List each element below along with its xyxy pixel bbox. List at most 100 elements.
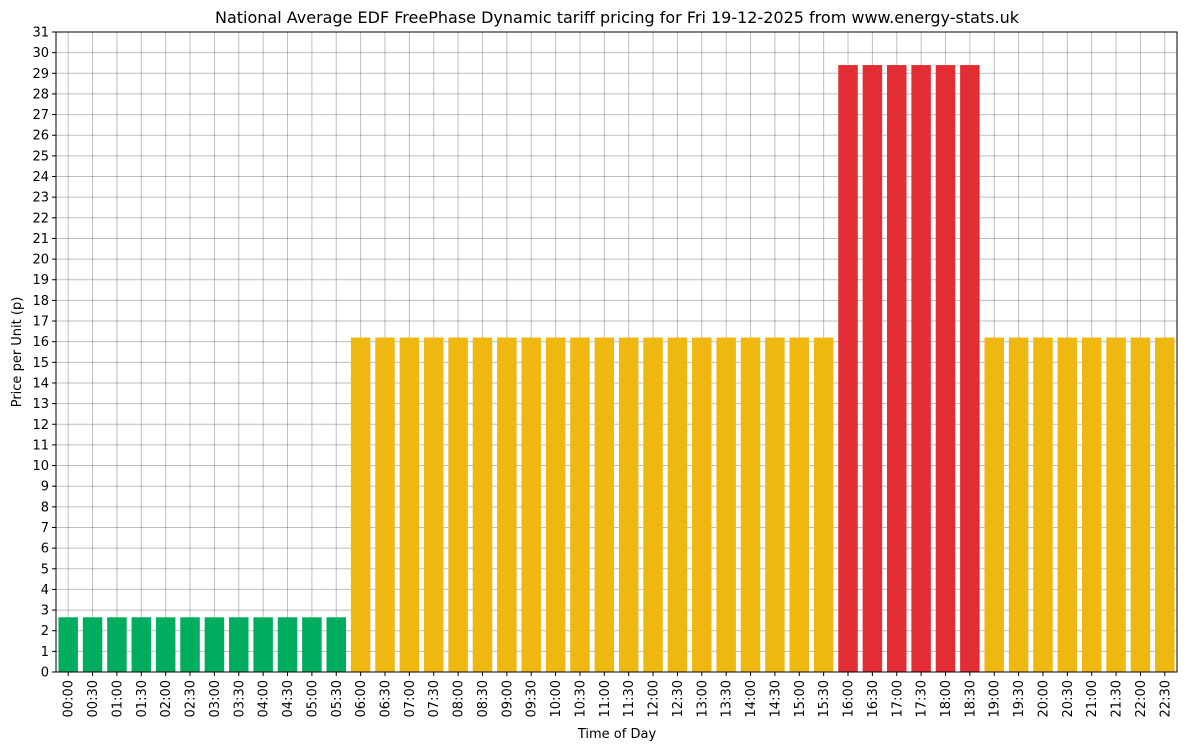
y-tick-label: 30	[32, 46, 49, 61]
bar	[911, 65, 931, 673]
x-tick-label: 01:30	[135, 680, 150, 717]
x-tick-label: 12:00	[647, 680, 662, 717]
x-tick-label: 20:00	[1036, 680, 1051, 717]
plot-frame	[55, 31, 1178, 673]
y-tick-label: 15	[32, 356, 49, 371]
x-tick-label: 17:00	[890, 680, 905, 717]
x-tick-label: 05:30	[330, 680, 345, 717]
bar	[1057, 337, 1078, 672]
bars	[58, 65, 1175, 673]
bar	[155, 617, 176, 672]
bar	[399, 337, 420, 672]
x-tick-label: 06:00	[354, 680, 369, 717]
y-tick-label: 13	[32, 397, 49, 412]
y-tick-label: 11	[32, 438, 49, 453]
x-tick-label: 16:00	[842, 680, 857, 717]
x-tick-label: 21:30	[1110, 680, 1125, 717]
x-tick-label: 15:30	[817, 680, 832, 717]
y-tick-label: 9	[41, 480, 49, 495]
bar	[1130, 337, 1151, 672]
bar	[326, 617, 346, 672]
bar	[253, 617, 273, 672]
bar	[813, 337, 834, 672]
y-tick-label: 19	[32, 273, 49, 288]
bar	[497, 337, 517, 672]
x-tick-label: 10:30	[573, 680, 588, 717]
x-tick-label: 15:00	[793, 680, 808, 717]
bar	[1106, 337, 1126, 672]
bar	[570, 337, 590, 672]
bar	[716, 337, 736, 672]
bar	[838, 65, 858, 673]
x-tick-label: 12:30	[671, 680, 686, 717]
y-tick-label: 8	[41, 500, 49, 515]
bar	[107, 617, 127, 672]
x-tick-label: 00:00	[62, 680, 77, 717]
x-tick-label: 00:30	[86, 680, 101, 717]
y-tick-label: 5	[41, 562, 49, 577]
bar	[1155, 337, 1175, 672]
bar	[1008, 337, 1029, 672]
x-tick-label: 14:30	[768, 680, 783, 717]
x-tick-label: 16:30	[866, 680, 881, 717]
bar	[229, 617, 249, 672]
x-tick-label: 04:00	[257, 680, 272, 717]
bar	[984, 337, 1004, 672]
x-tick-label: 04:30	[281, 680, 296, 717]
x-axis-label: Time of Day	[577, 727, 657, 742]
x-tick-label: 07:00	[403, 680, 418, 717]
bar	[1033, 337, 1053, 672]
y-axis-ticks: 0123456789101112131415161718192021222324…	[32, 26, 56, 681]
x-tick-label: 11:30	[622, 680, 637, 717]
bar	[423, 337, 444, 672]
bar	[935, 65, 956, 673]
y-tick-label: 17	[32, 315, 49, 330]
bar	[277, 617, 298, 672]
bar	[643, 337, 663, 672]
x-tick-label: 09:30	[525, 680, 540, 717]
bar	[862, 65, 883, 673]
bar	[765, 337, 785, 672]
x-tick-label: 19:00	[988, 680, 1003, 717]
bar	[960, 65, 980, 673]
bar	[350, 337, 371, 672]
bar	[692, 337, 712, 672]
y-tick-label: 7	[41, 521, 49, 536]
y-tick-label: 4	[41, 583, 49, 598]
bar	[204, 617, 225, 672]
y-tick-label: 16	[32, 335, 49, 350]
bar	[667, 337, 688, 672]
x-tick-label: 06:30	[378, 680, 393, 717]
x-tick-label: 11:00	[598, 680, 613, 717]
x-tick-label: 08:00	[452, 680, 467, 717]
y-tick-label: 25	[32, 149, 49, 164]
x-tick-label: 14:00	[744, 680, 759, 717]
x-tick-label: 18:30	[963, 680, 978, 717]
y-tick-label: 18	[32, 294, 49, 309]
x-tick-label: 17:30	[915, 680, 930, 717]
y-tick-label: 0	[41, 666, 49, 681]
bar	[58, 617, 78, 672]
bar	[1081, 337, 1102, 672]
y-tick-label: 23	[32, 191, 49, 206]
y-tick-label: 29	[32, 67, 49, 82]
bar	[131, 617, 152, 672]
bar	[302, 617, 322, 672]
y-tick-label: 22	[32, 211, 49, 226]
bar	[594, 337, 615, 672]
x-tick-label: 05:00	[305, 680, 320, 717]
x-tick-label: 02:00	[159, 680, 174, 717]
x-tick-label: 03:00	[208, 680, 223, 717]
x-tick-label: 10:00	[549, 680, 564, 717]
x-tick-label: 22:30	[1158, 680, 1173, 717]
x-tick-label: 01:00	[110, 680, 125, 717]
y-tick-label: 1	[41, 645, 49, 660]
x-tick-label: 19:30	[1012, 680, 1027, 717]
bar	[789, 337, 810, 672]
x-tick-label: 21:00	[1085, 680, 1100, 717]
y-tick-label: 14	[32, 376, 49, 391]
bar	[521, 337, 541, 672]
bar	[740, 337, 761, 672]
x-tick-label: 07:30	[427, 680, 442, 717]
